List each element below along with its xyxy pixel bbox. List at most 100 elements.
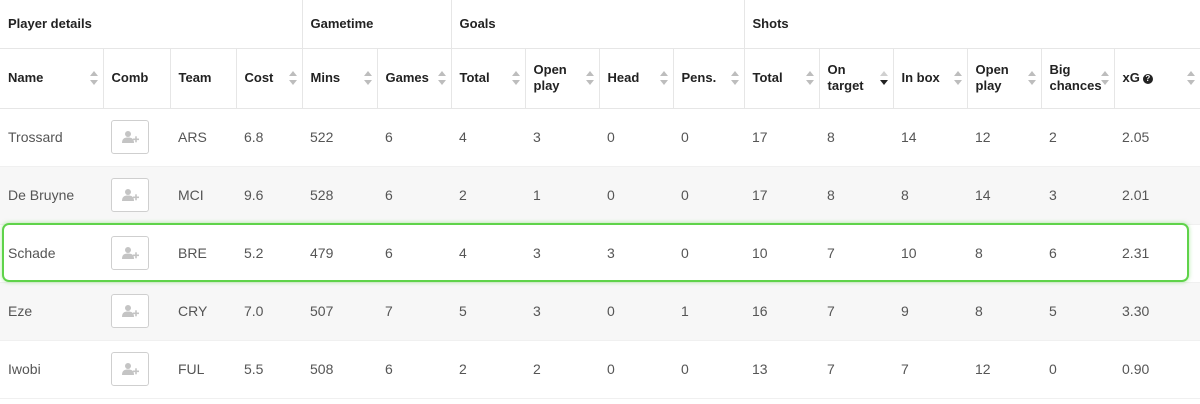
on-target: 7 <box>819 340 894 399</box>
goals-open-play: 1 <box>525 166 600 225</box>
sort-arrows-icon[interactable] <box>89 71 98 85</box>
big-chances: 0 <box>1041 340 1115 399</box>
sort-arrows-icon[interactable] <box>1187 71 1196 85</box>
mins: 508 <box>302 340 378 399</box>
shots-open-play: 8 <box>967 282 1042 341</box>
add-to-comparison-button[interactable] <box>111 294 149 328</box>
sort-arrows-icon[interactable] <box>363 71 372 85</box>
goals-total: 4 <box>451 224 526 283</box>
comb-cell <box>103 282 170 341</box>
sort-arrows-icon[interactable] <box>730 71 739 85</box>
player-name[interactable]: Schade <box>0 224 103 283</box>
goals-total: 2 <box>451 340 526 399</box>
shots-open-play: 12 <box>967 108 1042 167</box>
shots-total: 16 <box>744 282 820 341</box>
in-box: 9 <box>893 282 968 341</box>
col-games-label: Games <box>385 70 429 85</box>
cost: 7.0 <box>236 282 303 341</box>
add-player-icon <box>122 189 139 201</box>
pens: 0 <box>673 108 745 167</box>
col-big-chances-header[interactable]: Big chances <box>1040 48 1115 109</box>
col-name-label: Name <box>8 70 44 85</box>
col-xg-header[interactable]: xG? <box>1113 48 1200 109</box>
col-shots-open-play-label-1: Open <box>975 62 1009 77</box>
table-row[interactable]: Schade BRE 5.2 479 6 4 3 3 0 10 7 10 8 6… <box>0 224 1200 283</box>
shots-open-play: 12 <box>967 340 1042 399</box>
col-goals-total-label: Total <box>459 70 490 85</box>
sort-arrows-icon[interactable] <box>1100 71 1109 85</box>
col-comb-label: Comb <box>111 70 149 85</box>
col-cost-header[interactable]: Cost <box>235 48 303 109</box>
on-target: 8 <box>819 166 894 225</box>
on-target: 7 <box>819 224 894 283</box>
col-goals-total-header[interactable]: Total <box>450 48 526 109</box>
sort-desc-active-icon[interactable] <box>879 71 888 85</box>
table-row[interactable]: Trossard ARS 6.8 522 6 4 3 0 0 17 8 14 1… <box>0 108 1200 167</box>
col-big-chances-label-1: Big <box>1049 62 1071 77</box>
col-mins-header[interactable]: Mins <box>301 48 378 109</box>
col-on-target-header[interactable]: On target <box>818 48 894 109</box>
table-row[interactable]: Iwobi FUL 5.5 508 6 2 2 0 0 13 7 7 12 0 … <box>0 340 1200 399</box>
pens: 0 <box>673 224 745 283</box>
sort-arrows-icon[interactable] <box>585 71 594 85</box>
sort-arrows-icon[interactable] <box>288 71 297 85</box>
goals-total: 4 <box>451 108 526 167</box>
add-to-comparison-button[interactable] <box>111 178 149 212</box>
in-box: 8 <box>893 166 968 225</box>
comb-cell <box>103 166 170 225</box>
games: 6 <box>377 340 452 399</box>
mins: 507 <box>302 282 378 341</box>
add-to-comparison-button[interactable] <box>111 236 149 270</box>
player-name[interactable]: Trossard <box>0 108 103 167</box>
col-shots-open-play-header[interactable]: Open play <box>966 48 1042 109</box>
shots-total: 10 <box>744 224 820 283</box>
goals-open-play: 3 <box>525 108 600 167</box>
col-goals-open-play-label-1: Open <box>533 62 567 77</box>
team: FUL <box>170 340 236 399</box>
add-to-comparison-button[interactable] <box>111 352 149 386</box>
col-shots-total-header[interactable]: Total <box>743 48 820 109</box>
player-rows: Trossard ARS 6.8 522 6 4 3 0 0 17 8 14 1… <box>0 108 1200 399</box>
col-games-header[interactable]: Games <box>376 48 452 109</box>
add-player-icon <box>122 305 139 317</box>
col-name-header[interactable]: Name <box>0 48 103 109</box>
player-name[interactable]: De Bruyne <box>0 166 103 225</box>
col-team-header: Team <box>169 48 236 109</box>
head-goals: 0 <box>599 340 674 399</box>
table-row[interactable]: Eze CRY 7.0 507 7 5 3 0 1 16 7 9 8 5 3.3… <box>0 282 1200 341</box>
table-row[interactable]: De Bruyne MCI 9.6 528 6 2 1 0 0 17 8 8 1… <box>0 166 1200 225</box>
sort-arrows-icon[interactable] <box>805 71 814 85</box>
col-on-target-label-2: target <box>827 78 864 93</box>
xg: 2.01 <box>1114 166 1200 225</box>
goals-open-play: 3 <box>525 282 600 341</box>
add-to-comparison-button[interactable] <box>111 120 149 154</box>
games: 6 <box>377 224 452 283</box>
team: MCI <box>170 166 236 225</box>
sort-arrows-icon[interactable] <box>437 71 446 85</box>
goals-open-play: 2 <box>525 340 600 399</box>
goals-total: 5 <box>451 282 526 341</box>
col-big-chances-label-2: chances <box>1049 78 1102 93</box>
col-pens-label: Pens. <box>681 70 717 85</box>
sort-arrows-icon[interactable] <box>659 71 668 85</box>
shots-total: 17 <box>744 166 820 225</box>
sort-arrows-icon[interactable] <box>511 71 520 85</box>
col-pens-header[interactable]: Pens. <box>672 48 745 109</box>
sort-arrows-icon[interactable] <box>1027 71 1036 85</box>
col-head-header[interactable]: Head <box>598 48 674 109</box>
question-circle-icon[interactable]: ? <box>1142 74 1153 84</box>
pens: 0 <box>673 166 745 225</box>
team: CRY <box>170 282 236 341</box>
player-name[interactable]: Eze <box>0 282 103 341</box>
player-name[interactable]: Iwobi <box>0 340 103 399</box>
team: ARS <box>170 108 236 167</box>
col-goals-open-play-header[interactable]: Open play <box>524 48 600 109</box>
pens: 1 <box>673 282 745 341</box>
xg: 3.30 <box>1114 282 1200 341</box>
big-chances: 2 <box>1041 108 1115 167</box>
mins: 528 <box>302 166 378 225</box>
sort-arrows-icon[interactable] <box>953 71 962 85</box>
big-chances: 5 <box>1041 282 1115 341</box>
col-in-box-header[interactable]: In box <box>892 48 968 109</box>
